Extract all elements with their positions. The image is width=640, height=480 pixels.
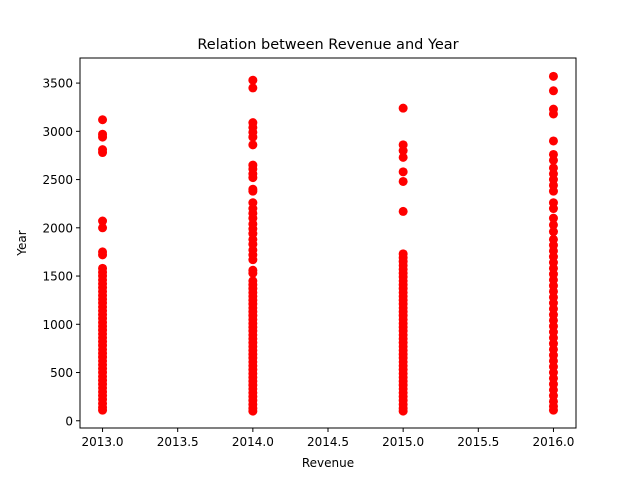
data-points bbox=[98, 71, 558, 416]
y-tick-label: 2500 bbox=[42, 173, 73, 187]
data-point bbox=[548, 220, 558, 230]
data-point bbox=[398, 176, 408, 186]
data-point bbox=[98, 115, 108, 125]
chart-title: Relation between Revenue and Year bbox=[197, 37, 458, 53]
x-tick-label: 2013.0 bbox=[82, 435, 124, 449]
x-tick-label: 2014.5 bbox=[307, 435, 349, 449]
data-point bbox=[548, 86, 558, 96]
data-point bbox=[548, 186, 558, 196]
data-point bbox=[398, 206, 408, 216]
y-tick-label: 0 bbox=[65, 414, 73, 428]
data-point bbox=[248, 83, 258, 93]
data-point bbox=[548, 136, 558, 146]
data-point bbox=[548, 109, 558, 119]
y-tick-label: 500 bbox=[50, 366, 73, 380]
data-point bbox=[398, 167, 408, 177]
data-point bbox=[248, 140, 258, 150]
data-point bbox=[248, 173, 258, 183]
data-point bbox=[398, 103, 408, 113]
data-point bbox=[548, 213, 558, 223]
y-tick-label: 2000 bbox=[42, 221, 73, 235]
data-point bbox=[248, 268, 258, 278]
x-axis: 2013.0 2013.5 2014.0 2014.5 2015.0 2015.5 2016… bbox=[82, 428, 574, 449]
x-tick-label: 2014.0 bbox=[232, 435, 274, 449]
data-point bbox=[398, 152, 408, 162]
x-tick-label: 2013.5 bbox=[157, 435, 199, 449]
data-point bbox=[248, 406, 258, 416]
data-point bbox=[98, 216, 108, 226]
y-axis-label: Year bbox=[15, 230, 29, 256]
data-point bbox=[248, 255, 258, 265]
y-axis: 0 500 1000 1500 2000 2500 3000 3500 bbox=[42, 77, 80, 428]
data-point bbox=[548, 204, 558, 214]
data-point bbox=[98, 148, 108, 158]
data-point bbox=[248, 75, 258, 85]
y-tick-label: 3000 bbox=[42, 125, 73, 139]
data-point bbox=[548, 405, 558, 415]
y-tick-label: 1000 bbox=[42, 318, 73, 332]
data-point bbox=[548, 227, 558, 237]
data-point bbox=[398, 406, 408, 416]
y-tick-label: 1500 bbox=[42, 270, 73, 284]
data-point bbox=[98, 223, 108, 233]
data-point bbox=[248, 132, 258, 142]
data-point bbox=[548, 71, 558, 81]
data-point bbox=[248, 186, 258, 196]
data-point bbox=[98, 405, 108, 415]
data-point bbox=[398, 146, 408, 156]
data-point bbox=[98, 250, 108, 260]
x-axis-label: Revenue bbox=[302, 456, 354, 470]
data-point bbox=[98, 132, 108, 142]
x-tick-label: 2015.0 bbox=[382, 435, 424, 449]
data-point bbox=[548, 155, 558, 165]
x-tick-label: 2015.5 bbox=[457, 435, 499, 449]
y-tick-label: 3500 bbox=[42, 77, 73, 91]
x-tick-label: 2016.0 bbox=[532, 435, 574, 449]
